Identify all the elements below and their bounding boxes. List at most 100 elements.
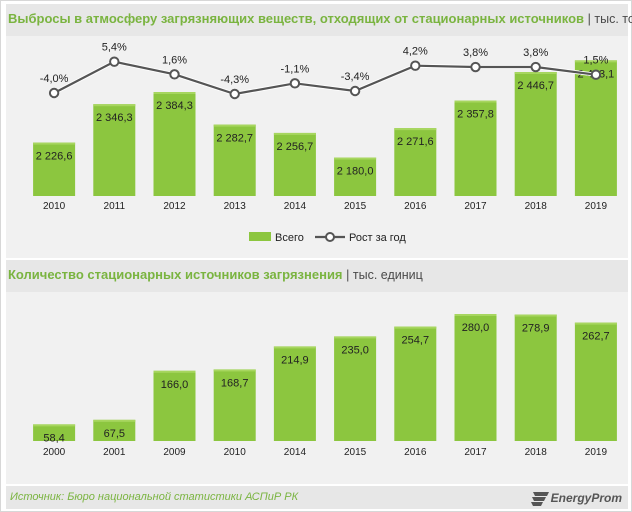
- bar-sources-2014: [273, 346, 316, 441]
- growth-point-2019: [590, 69, 602, 80]
- bar-emissions-2016: [394, 128, 437, 196]
- bar-top-2015: [334, 157, 377, 160]
- bar-top-sources-2017: [454, 314, 497, 316]
- bar-top-sources-2019: [574, 322, 617, 325]
- growth-point-2010: [48, 87, 60, 99]
- growth-label-2017: 3,8%: [463, 47, 488, 59]
- bar-top-2016: [394, 128, 437, 131]
- bar-value-label-sources-2000: 58,4: [43, 432, 64, 444]
- bar-value-label-sources-2001: 67,5: [104, 428, 125, 440]
- bar-value-label-sources-2017: 280,0: [462, 322, 490, 334]
- bar-emissions-2013: [213, 124, 256, 196]
- growth-point-2017: [470, 61, 481, 73]
- bar-value-label-sources-2014: 214,9: [281, 354, 309, 366]
- bar-top-sources-2001: [93, 419, 136, 422]
- bar-top-sources-2009: [153, 370, 196, 373]
- bar-value-label-2010: 2 226,6: [36, 151, 73, 163]
- x-tick-label-2012: 2012: [163, 201, 186, 212]
- bar-value-label-sources-2019: 262,7: [582, 331, 610, 343]
- bar-top-2019: [574, 60, 617, 63]
- growth-point-2014: [289, 78, 301, 89]
- x-tick-label-2015: 2015: [344, 201, 367, 212]
- bar-sources-2016: [394, 326, 437, 441]
- growth-label-2013: -4,3%: [220, 74, 249, 86]
- legend-swatch-total: [249, 232, 271, 241]
- growth-point-2016: [410, 60, 421, 71]
- bar-sources-2018: [514, 314, 557, 441]
- bar-value-label-sources-2018: 278,9: [522, 323, 550, 335]
- chart1-title: Выбросы в атмосферу загрязняющих веществ…: [8, 11, 632, 26]
- growth-line: [53, 60, 597, 96]
- footer: Источник: Бюро национальной статистики А…: [6, 486, 628, 509]
- x-tick-label-2019: 2019: [585, 201, 608, 212]
- bar-emissions-2012: [153, 92, 196, 196]
- growth-point-2012: [169, 69, 180, 80]
- x-tick-label-sources-2016: 2016: [404, 447, 427, 458]
- chart1-unit-text: тыс. тонн: [594, 12, 632, 26]
- bar-sources-2001: [93, 419, 136, 441]
- chart1-header: Выбросы в атмосферу загрязняющих веществ…: [6, 4, 632, 36]
- energyprom-logo-icon: [530, 491, 549, 506]
- chart1-unit: | тыс. тонн: [588, 12, 632, 26]
- x-tick-label-sources-2015: 2015: [344, 447, 367, 458]
- energyprom-logo: EnergyProm: [529, 488, 622, 507]
- bar-sources-2009: [153, 370, 196, 441]
- chart2-svg: 58,4 2000 67,5 2001 166,0 2009 168,7 2010 214,9 2…: [33, 314, 617, 458]
- growth-point-2013: [229, 88, 240, 100]
- bar-value-label-sources-2009: 166,0: [161, 379, 189, 391]
- chart2-header: Количество стационарных источников загря…: [6, 260, 628, 292]
- x-tick-label-2018: 2018: [525, 201, 548, 212]
- chart2-title-text: Количество стационарных источников загря…: [8, 267, 343, 282]
- chart1-panel: 2 226,6 2010 2 346,3 2011 2 384,3 2012 2 282,7…: [6, 36, 628, 258]
- bar-sources-2000: [33, 424, 76, 441]
- chart2-unit-text: тыс. единиц: [352, 268, 423, 282]
- bar-value-label-2014: 2 256,7: [277, 141, 314, 153]
- logo-text: EnergyProm: [550, 490, 622, 505]
- bar-value-label-2013: 2 282,7: [216, 133, 253, 145]
- bar-top-2011: [93, 104, 136, 107]
- x-tick-label-2011: 2011: [104, 201, 126, 212]
- x-tick-label-sources-2019: 2019: [585, 447, 608, 458]
- bar-sources-2015: [334, 336, 377, 441]
- bar-top-sources-2015: [334, 336, 377, 339]
- chart2-panel: 58,4 2000 67,5 2001 166,0 2009 168,7 2010 214,9 2…: [6, 292, 628, 484]
- x-tick-label-2014: 2014: [284, 201, 307, 212]
- bar-sources-2010: [213, 369, 256, 441]
- legend-marker-growth: [325, 232, 335, 242]
- growth-label-2015: -3,4%: [341, 71, 370, 83]
- bar-emissions-2019: [574, 60, 617, 196]
- x-tick-label-sources-2009: 2009: [163, 447, 186, 458]
- growth-label-2010: -4,0%: [40, 73, 69, 85]
- x-tick-label-sources-2001: 2001: [103, 447, 126, 458]
- bar-emissions-2010: [33, 142, 76, 196]
- bar-value-label-2012: 2 384,3: [156, 100, 193, 112]
- x-tick-label-2017: 2017: [464, 201, 487, 212]
- source-text: Источник: Бюро национальной статистики А…: [10, 491, 299, 503]
- bar-top-2018: [514, 72, 557, 75]
- growth-label-2011: 5,4%: [102, 42, 127, 54]
- growth-label-2014: -1,1%: [281, 63, 310, 75]
- bar-sources-2019: [574, 322, 617, 441]
- x-tick-label-sources-2010: 2010: [224, 447, 247, 458]
- bar-value-label-sources-2016: 254,7: [402, 335, 430, 347]
- chart1-svg: 2 226,6 2010 2 346,3 2011 2 384,3 2012 2 282,7…: [33, 42, 617, 244]
- x-tick-label-2010: 2010: [43, 201, 66, 212]
- x-tick-label-2016: 2016: [404, 201, 427, 212]
- chart2-title: Количество стационарных источников загря…: [8, 267, 423, 282]
- bar-emissions-2018: [514, 72, 557, 196]
- x-tick-label-sources-2018: 2018: [525, 447, 548, 458]
- bar-top-sources-2010: [213, 369, 256, 372]
- bar-emissions-2017: [454, 100, 497, 196]
- bar-top-sources-2018: [514, 314, 557, 317]
- bar-emissions-2011: [93, 104, 136, 196]
- bar-top-sources-2000: [33, 424, 76, 427]
- x-tick-label-2013: 2013: [224, 201, 247, 212]
- growth-label-2018: 3,8%: [523, 47, 548, 59]
- growth-label-2012: 1,6%: [162, 54, 187, 66]
- x-tick-label-sources-2017: 2017: [464, 447, 487, 458]
- bar-top-2010: [33, 142, 76, 145]
- x-tick-label-sources-2014: 2014: [284, 447, 307, 458]
- bar-top-2013: [213, 124, 256, 127]
- growth-label-2016: 4,2%: [403, 46, 428, 58]
